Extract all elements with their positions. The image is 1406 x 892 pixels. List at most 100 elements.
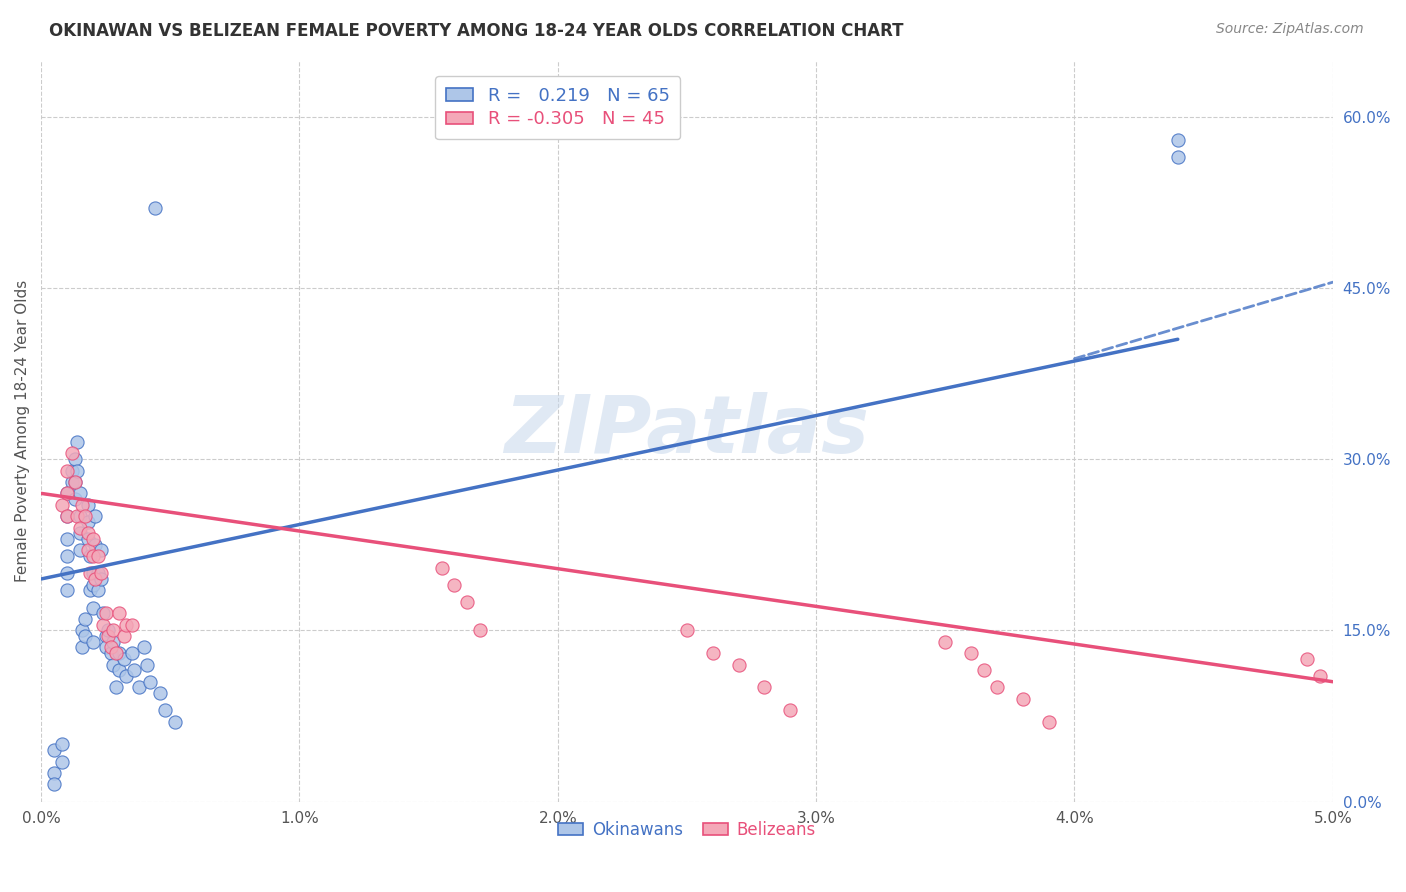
Point <box>115 669 138 683</box>
Y-axis label: Female Poverty Among 18-24 Year Olds: Female Poverty Among 18-24 Year Olds <box>15 279 30 582</box>
Point <box>42 766 65 780</box>
Point <box>76 543 98 558</box>
Point <box>122 663 145 677</box>
Point <box>105 681 128 695</box>
Point <box>79 549 101 563</box>
Point <box>56 509 79 524</box>
Text: OKINAWAN VS BELIZEAN FEMALE POVERTY AMONG 18-24 YEAR OLDS CORRELATION CHART: OKINAWAN VS BELIZEAN FEMALE POVERTY AMON… <box>49 22 904 40</box>
Point <box>702 646 724 660</box>
Point <box>456 595 478 609</box>
Point <box>103 624 125 638</box>
Point <box>89 566 111 581</box>
Point <box>66 435 89 450</box>
Point <box>56 464 79 478</box>
Point <box>56 549 79 563</box>
Point <box>1167 150 1189 164</box>
Point <box>72 640 94 655</box>
Point <box>779 703 801 717</box>
Point <box>470 624 492 638</box>
Point <box>69 526 91 541</box>
Point <box>42 743 65 757</box>
Point <box>136 657 159 672</box>
Point <box>103 634 125 648</box>
Point <box>73 612 96 626</box>
Legend: Okinawans, Belizeans: Okinawans, Belizeans <box>551 814 823 846</box>
Point <box>91 617 114 632</box>
Point <box>112 652 135 666</box>
Point <box>79 583 101 598</box>
Point <box>138 674 160 689</box>
Point <box>82 634 104 648</box>
Point <box>128 681 150 695</box>
Point <box>60 475 83 489</box>
Point <box>94 606 117 620</box>
Point <box>69 543 91 558</box>
Point <box>84 509 107 524</box>
Point <box>76 498 98 512</box>
Point <box>91 606 114 620</box>
Point <box>94 629 117 643</box>
Point <box>960 646 983 660</box>
Point <box>107 663 129 677</box>
Point <box>51 738 73 752</box>
Point <box>115 617 138 632</box>
Point <box>84 538 107 552</box>
Point <box>727 657 749 672</box>
Point <box>112 629 135 643</box>
Text: ZIPatlas: ZIPatlas <box>505 392 869 469</box>
Point <box>69 520 91 534</box>
Point <box>66 509 89 524</box>
Point <box>100 640 122 655</box>
Point <box>149 686 172 700</box>
Point <box>94 640 117 655</box>
Point <box>87 583 110 598</box>
Point <box>51 498 73 512</box>
Point <box>121 617 143 632</box>
Point <box>100 646 122 660</box>
Point <box>69 509 91 524</box>
Point <box>1038 714 1060 729</box>
Point <box>60 464 83 478</box>
Point <box>82 600 104 615</box>
Point <box>82 577 104 591</box>
Point <box>56 566 79 581</box>
Point <box>63 492 86 507</box>
Point <box>69 486 91 500</box>
Point <box>73 509 96 524</box>
Point <box>443 577 465 591</box>
Text: Source: ZipAtlas.com: Source: ZipAtlas.com <box>1216 22 1364 37</box>
Point <box>56 486 79 500</box>
Point <box>63 475 86 489</box>
Point <box>430 560 453 574</box>
Point <box>42 777 65 791</box>
Point <box>89 572 111 586</box>
Point <box>56 486 79 500</box>
Point <box>89 543 111 558</box>
Point <box>63 452 86 467</box>
Point <box>754 681 776 695</box>
Point <box>107 606 129 620</box>
Point <box>986 681 1008 695</box>
Point <box>1167 132 1189 146</box>
Point <box>84 572 107 586</box>
Point <box>97 624 120 638</box>
Point <box>87 549 110 563</box>
Point <box>82 549 104 563</box>
Point <box>165 714 187 729</box>
Point <box>56 532 79 546</box>
Point <box>676 624 699 638</box>
Point <box>143 201 166 215</box>
Point <box>1309 669 1331 683</box>
Point <box>82 566 104 581</box>
Point <box>1011 691 1033 706</box>
Point <box>73 629 96 643</box>
Point <box>76 526 98 541</box>
Point <box>66 464 89 478</box>
Point <box>87 566 110 581</box>
Point <box>56 583 79 598</box>
Point <box>72 498 94 512</box>
Point <box>121 646 143 660</box>
Point <box>105 646 128 660</box>
Point <box>72 624 94 638</box>
Point <box>107 646 129 660</box>
